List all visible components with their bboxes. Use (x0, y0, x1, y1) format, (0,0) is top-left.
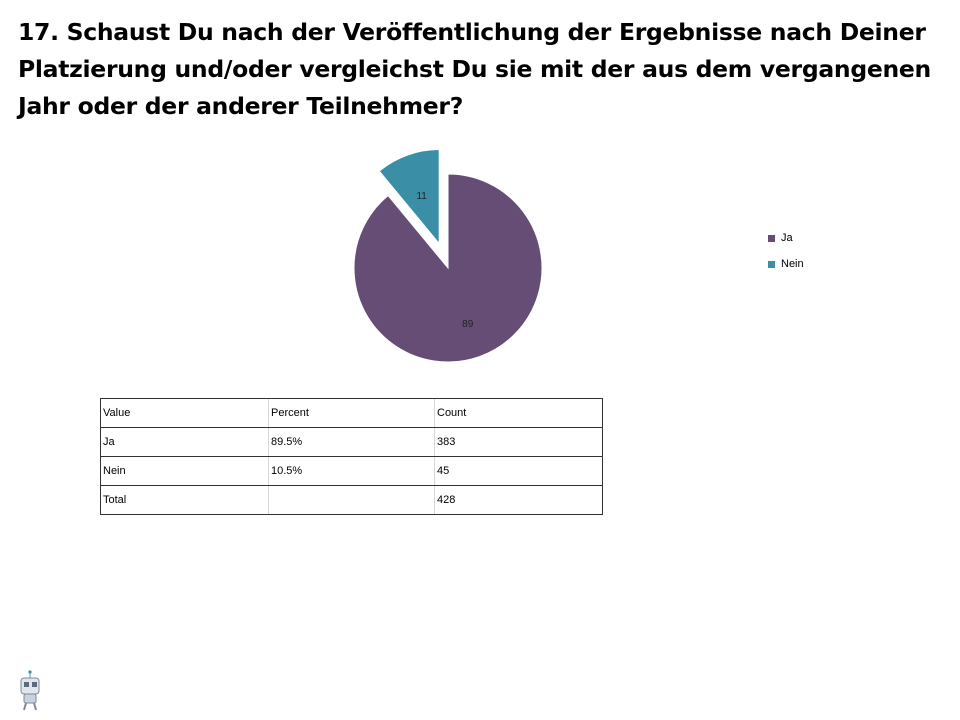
pie-slice-nein (378, 149, 440, 245)
table-row: Nein 10.5% 45 (100, 456, 603, 486)
chart-legend: Ja Nein (768, 231, 804, 283)
cell-percent (268, 485, 435, 515)
header-count: Count (434, 398, 603, 428)
legend-swatch-nein (768, 260, 775, 268)
cell-count: 45 (434, 456, 603, 486)
cell-value: Ja (100, 427, 269, 457)
table-row-total: Total 428 (100, 485, 603, 515)
cell-value: Nein (100, 456, 269, 486)
legend-item-ja: Ja (768, 231, 804, 245)
header-value: Value (100, 398, 269, 428)
cell-value: Total (100, 485, 269, 515)
pie-chart: 89 11 (353, 149, 543, 363)
cell-count: 428 (434, 485, 603, 515)
data-label-ja: 89 (462, 319, 474, 330)
legend-swatch-ja (768, 234, 775, 242)
results-table: Value Percent Count Ja 89.5% 383 Nein 10… (100, 398, 603, 515)
cell-percent: 89.5% (268, 427, 435, 457)
table-header-row: Value Percent Count (100, 398, 603, 428)
robot-mascot-icon (20, 670, 40, 711)
data-label-nein: 11 (416, 191, 427, 202)
legend-label-ja: Ja (781, 232, 793, 244)
pie-slice-ja (353, 173, 543, 363)
table-row: Ja 89.5% 383 (100, 427, 603, 457)
legend-label-nein: Nein (781, 258, 804, 270)
header-percent: Percent (268, 398, 435, 428)
legend-item-nein: Nein (768, 257, 804, 271)
cell-count: 383 (434, 427, 603, 457)
cell-percent: 10.5% (268, 456, 435, 486)
page-title: 17. Schaust Du nach der Veröffentlichung… (18, 18, 931, 120)
